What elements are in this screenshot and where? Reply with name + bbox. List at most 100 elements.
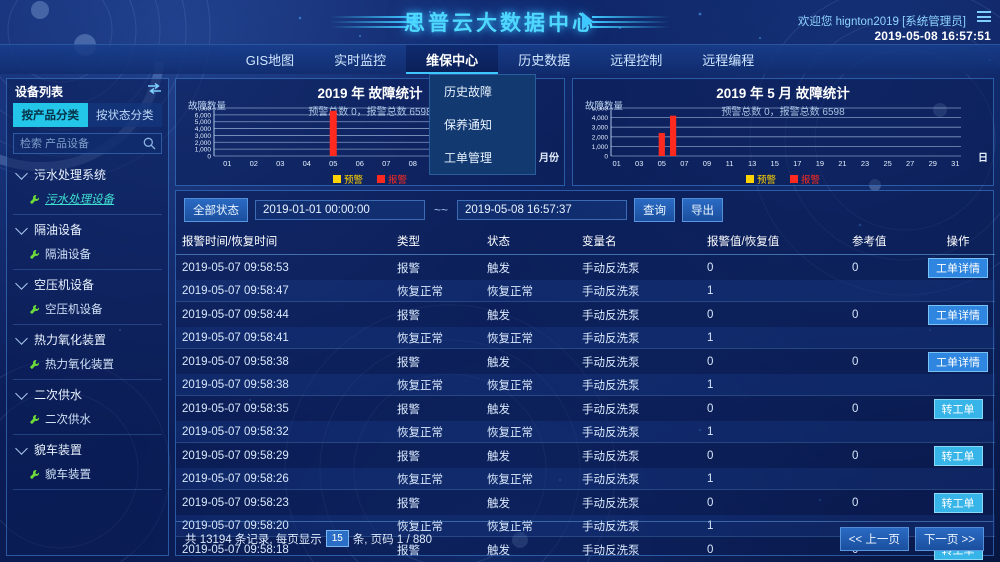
alarm-type: 恢复正常 [397,332,443,345]
table-row[interactable]: 2019-05-07 09:58:47 恢复正常 恢复正常 手动反洗泵 1 [176,280,995,302]
monthly-fault-chart-panel: 2019 年 5 月 故障统计 预警总数 0，报警总数 6598 故障数量 日 … [572,78,994,186]
legend-item-报警[interactable]: 报警 [790,172,820,186]
row-action-cell: 转工单 [921,395,995,421]
sidebar-group-header-4[interactable]: 二次供水 [13,380,162,408]
svg-text:25: 25 [883,159,891,168]
table-row[interactable]: 2019-05-07 09:58:41 恢复正常 恢复正常 手动反洗泵 1 [176,327,995,349]
row-action-button[interactable]: 转工单 [933,445,983,466]
nav-item-1[interactable]: 实时监控 [334,53,387,68]
page-title: 思普云大数据中心 [404,12,596,35]
alarm-value: 0 [701,395,846,421]
alarm-time: 2019-05-07 09:58:26 [182,472,289,485]
legend-swatch-icon [745,175,754,183]
table-row[interactable]: 2019-05-07 09:58:44 报警 触发 手动反洗泵 0 0 工单详情 [176,301,995,327]
svg-text:1,000: 1,000 [195,147,212,154]
status-filter-button[interactable]: 全部状态 [184,198,248,222]
sidebar-device-item-4[interactable]: 二次供水 [13,408,162,434]
alarm-status: 触发 [481,348,576,374]
svg-text:7,000: 7,000 [195,107,212,113]
table-row[interactable]: 2019-05-07 09:58:38 恢复正常 恢复正常 手动反洗泵 1 [176,374,995,396]
dropdown-item-1[interactable]: 保养通知 [444,118,493,132]
variable-name: 手动反洗泵 [576,489,701,515]
alarm-value: 0 [701,301,846,327]
legend-item-报警[interactable]: 报警 [377,172,407,186]
table-row[interactable]: 2019-05-07 09:58:35 报警 触发 手动反洗泵 0 0 转工单 [176,395,995,421]
alarm-time: 2019-05-07 09:58:38 [176,348,391,374]
sidebar-group-header-2[interactable]: 空压机设备 [13,270,162,298]
nav-item-0[interactable]: GIS地图 [245,53,295,68]
pager-prefix: 共 13194 条记录, 每页显示 [185,533,322,546]
table-row[interactable]: 2019-05-07 09:58:23 报警 触发 手动反洗泵 0 0 转工单 [176,489,995,515]
dropdown-item-2[interactable]: 工单管理 [444,151,493,165]
swap-arrows-icon[interactable] [148,83,161,94]
table-body: 2019-05-07 09:58:53 报警 触发 手动反洗泵 0 0 工单详情 2019-0… [176,254,995,562]
sidebar-group-header-3[interactable]: 热力氧化装置 [13,325,162,353]
legend-item-预警[interactable]: 预警 [332,172,363,186]
table-header-row: 报警时间/恢复时间 类型 状态 变量名 报警值/恢复值 参考值 操作 [176,228,995,255]
svg-text:13: 13 [748,159,756,168]
page-size-input[interactable] [325,530,349,547]
search-input[interactable] [14,134,161,153]
alarm-type: 恢复正常 [397,285,443,298]
start-time-input[interactable] [255,200,425,220]
sidebar-group-header-5[interactable]: 貌车装置 [13,435,162,463]
legend-label: 预警 [343,175,363,186]
alarm-status: 触发 [481,395,576,421]
variable-name: 手动反洗泵 [582,285,640,298]
sidebar-group-header-0[interactable]: 污水处理系统 [13,160,162,188]
row-action-button[interactable]: 转工单 [933,492,983,513]
search-icon[interactable] [143,137,156,150]
sidebar-tab-1[interactable]: 按状态分类 [87,103,162,127]
reference-value: 0 [846,442,921,468]
variable-name: 手动反洗泵 [576,254,701,280]
alarm-time: 2019-05-07 09:58:18 [176,536,391,562]
sidebar-device-item-5[interactable]: 貌车装置 [13,463,162,489]
alarm-type: 报警 [391,301,481,327]
prev-page-button[interactable]: << 上一页 [839,526,909,551]
variable-name: 手动反洗泵 [576,536,701,562]
nav-item-2[interactable]: 维保中心 [406,45,499,74]
alarm-value: 0 [701,536,846,562]
row-action-button[interactable]: 工单详情 [928,304,988,325]
chart-title: 2019 年 故障统计 [317,86,423,101]
alarm-status: 触发 [481,254,576,280]
table-row[interactable]: 2019-05-07 09:58:29 报警 触发 手动反洗泵 0 0 转工单 [176,442,995,468]
row-action-button[interactable]: 工单详情 [928,257,988,278]
nav-item-3[interactable]: 历史数据 [518,53,571,68]
alarm-type: 报警 [391,442,481,468]
sidebar-device-item-2[interactable]: 空压机设备 [13,298,162,324]
end-time-input[interactable] [457,200,628,220]
sidebar-device-item-3[interactable]: 热力氧化装置 [13,353,162,379]
reference-value [846,468,921,490]
alarm-time: 2019-05-07 09:58:23 [176,489,391,515]
alarm-records-panel: 全部状态 ~~ 查询 导出 报警时间/恢复时间类型状态变量名报警值/恢复值参考值… [175,190,995,562]
variable-name: 手动反洗泵 [576,442,701,468]
nav-item-4[interactable]: 远程控制 [610,53,663,68]
table-row[interactable]: 2019-05-07 09:58:53 报警 触发 手动反洗泵 0 0 工单详情 [176,254,995,280]
sidebar-device-item-0[interactable]: 污水处理设备 [13,188,162,214]
chevron-down-icon [15,166,28,180]
main-nav: GIS地图 实时监控 维保中心 历史数据 远程控制 远程编程 [0,44,1000,74]
sidebar-device-item-1[interactable]: 隔油设备 [13,243,162,269]
svg-text:03: 03 [635,159,643,168]
table-row[interactable]: 2019-05-07 09:58:20 恢复正常 恢复正常 手动反洗泵 1 [176,515,995,537]
svg-text:01: 01 [223,159,231,168]
export-button[interactable]: 导出 [682,198,724,222]
hamburger-icon[interactable] [977,11,991,24]
next-page-button[interactable]: 下一页 >> [914,526,984,551]
table-row[interactable]: 2019-05-07 09:58:38 报警 触发 手动反洗泵 0 0 工单详情 [176,348,995,374]
query-button[interactable]: 查询 [634,198,676,222]
table-row[interactable]: 2019-05-07 09:58:26 恢复正常 恢复正常 手动反洗泵 1 [176,468,995,490]
alarm-status: 触发 [481,301,576,327]
legend-item-预警[interactable]: 预警 [745,172,776,186]
row-action-button[interactable]: 工单详情 [928,351,988,372]
row-action-cell: 转工单 [921,489,995,515]
chart-subtitle: 预警总数 0，报警总数 6598 [721,107,845,118]
table-row[interactable]: 2019-05-07 09:58:32 恢复正常 恢复正常 手动反洗泵 1 [176,421,995,443]
sidebar-tab-0[interactable]: 按产品分类 [13,103,88,127]
row-action-button[interactable]: 转工单 [933,398,983,419]
alarm-status: 恢复正常 [487,332,533,345]
nav-item-5[interactable]: 远程编程 [702,53,755,68]
sidebar-group-header-1[interactable]: 隔油设备 [13,215,162,243]
dropdown-item-0[interactable]: 历史故障 [444,85,493,99]
